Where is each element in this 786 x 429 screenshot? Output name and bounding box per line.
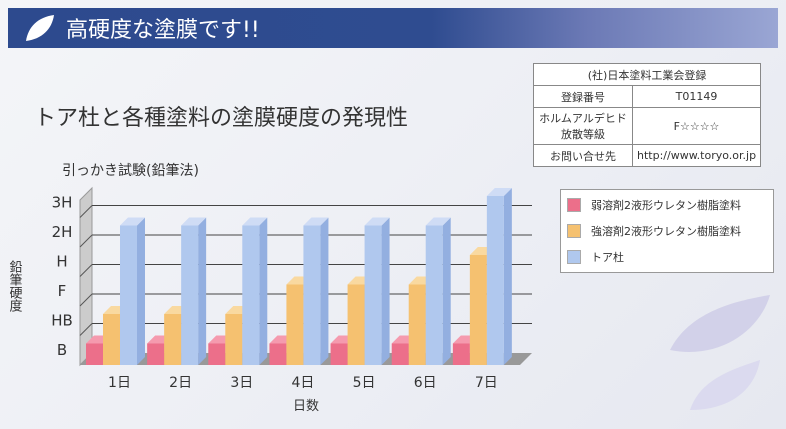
legend-item: 弱溶剤2液形ウレタン樹脂塗料: [567, 194, 767, 216]
bar-top: [303, 217, 329, 226]
bar-side: [442, 217, 451, 365]
y-tick-label: 3H: [52, 194, 73, 212]
decorative-leaves: [670, 295, 770, 410]
bar-top: [425, 217, 451, 226]
reg-label: ホルムアルデヒド放散等級: [533, 107, 633, 145]
bar: [391, 343, 409, 365]
x-tick-label: 2日: [169, 375, 192, 391]
registration-header: (社)日本塗料工業会登録: [532, 63, 762, 86]
y-tick-label: HB: [51, 312, 73, 330]
bar-top: [120, 217, 145, 226]
registration-table: (社)日本塗料工業会登録 登録番号 T01149 ホルムアルデヒド放散等級 F☆☆☆…: [532, 63, 762, 167]
legend-item: トア杜: [567, 246, 767, 268]
x-tick-label: 1日: [108, 375, 131, 391]
gridline-side: [79, 293, 93, 307]
bar: [225, 314, 243, 365]
leaf-icon: [26, 15, 54, 41]
bar: [452, 343, 470, 365]
reg-value: F☆☆☆☆: [631, 107, 762, 145]
bar: [181, 225, 199, 365]
x-tick-label: 3日: [230, 375, 253, 391]
gridline-side: [79, 234, 93, 248]
legend-swatch: [567, 250, 581, 264]
bar: [103, 314, 120, 365]
gridline-side: [79, 205, 93, 218]
bar: [330, 343, 348, 365]
bar: [147, 343, 165, 365]
bar: [208, 343, 226, 365]
x-tick-label: 4日: [291, 375, 314, 391]
y-tick-label: B: [57, 341, 67, 359]
banner: 高硬度な塗膜です!!: [8, 8, 778, 48]
bar: [242, 225, 260, 365]
bar-top: [364, 217, 390, 226]
x-tick-label: 6日: [414, 375, 437, 391]
y-tick-label: H: [56, 253, 67, 271]
reg-label: 登録番号: [533, 85, 633, 108]
bar: [486, 196, 504, 365]
bar-side: [259, 217, 268, 365]
bar-side: [198, 217, 207, 365]
bar-top: [242, 217, 268, 226]
bar-side: [381, 217, 390, 365]
legend-item: 強溶剤2液形ウレタン樹脂塗料: [567, 220, 767, 242]
banner-title: 高硬度な塗膜です!!: [66, 18, 260, 43]
page-title: トア杜と各種塗料の塗膜硬度の発現性: [34, 106, 409, 131]
bar: [269, 343, 287, 365]
chart-title: 引っかき試験(鉛筆法): [62, 163, 199, 179]
bar-top: [486, 188, 512, 196]
bar-side: [320, 217, 329, 365]
bar: [286, 284, 304, 365]
legend-swatch: [567, 198, 581, 212]
gridline-side: [79, 264, 93, 277]
y-tick-label: F: [58, 282, 67, 300]
side-wall: [79, 186, 93, 367]
bar: [86, 343, 103, 365]
x-axis-label: 日数: [293, 399, 319, 414]
reg-label: お問い合せ先: [533, 144, 633, 167]
bar: [408, 284, 426, 365]
bar: [347, 284, 365, 365]
y-axis-label: 鉛筆硬度: [7, 260, 23, 312]
x-tick-label: 5日: [353, 375, 376, 391]
bar: [303, 225, 321, 365]
bar-side: [503, 188, 512, 365]
bar: [164, 314, 182, 365]
bar: [425, 225, 443, 365]
reg-value: T01149: [631, 85, 762, 108]
y-tick-label: 2H: [52, 223, 73, 241]
bar: [469, 255, 487, 365]
bar-side: [137, 217, 145, 365]
reg-link[interactable]: http://www.toryo.or.jp: [631, 144, 762, 167]
bar-top: [181, 217, 207, 226]
x-tick-label: 7日: [475, 375, 498, 391]
bar: [120, 225, 137, 365]
legend: 弱溶剤2液形ウレタン樹脂塗料 強溶剤2液形ウレタン樹脂塗料 トア杜: [560, 189, 774, 273]
legend-swatch: [567, 224, 581, 238]
bar: [364, 225, 382, 365]
gridline-side: [79, 323, 93, 336]
